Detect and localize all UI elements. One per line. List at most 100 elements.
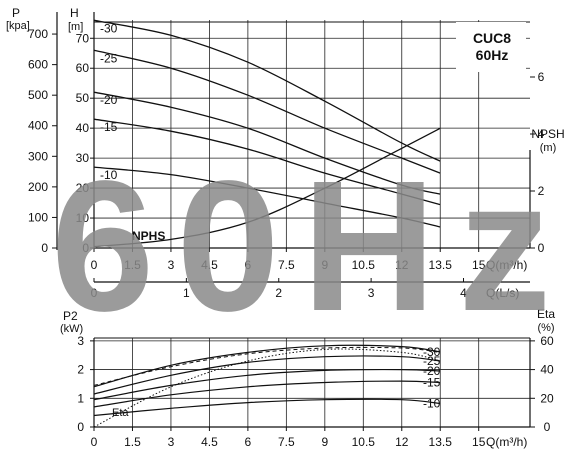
- eta-tick-label: 20: [540, 391, 554, 405]
- power-curve-10: [93, 398, 441, 417]
- power-axis-unit: (kW): [60, 323, 83, 335]
- pressure-tick-label: 300: [28, 149, 48, 163]
- q-tick-label: 10.5: [352, 258, 376, 272]
- pressure-tick-label: 500: [28, 88, 48, 102]
- model-title: CUC8: [473, 30, 511, 46]
- ls-tick-label: 0: [91, 286, 98, 300]
- power-q-tick-label: 1.5: [124, 435, 141, 449]
- npsh-tick-label: 0: [538, 241, 545, 255]
- npsh-tick-label: 2: [538, 184, 545, 198]
- pressure-tick-label: 700: [28, 27, 48, 41]
- head-curve-25: [93, 49, 441, 174]
- eta-axis-label: Eta: [537, 307, 555, 321]
- power-curve-label: -30: [423, 345, 441, 359]
- q-tick-label: 12: [395, 258, 409, 272]
- power-curve-label: -25: [423, 354, 441, 368]
- power-q-tick-label: 4.5: [201, 435, 218, 449]
- head-curve-label: -30: [100, 21, 118, 35]
- eta-tick-label: 60: [540, 334, 554, 348]
- power-curve-25: [93, 355, 441, 395]
- npsh-tick-label: 4: [538, 127, 545, 141]
- head-curve-10: [93, 166, 441, 228]
- npsh-curve-label: NPHS: [132, 229, 165, 243]
- head-curve-15: [93, 118, 441, 206]
- head-tick-label: 50: [76, 91, 90, 105]
- q-tick-label: 4.5: [201, 258, 218, 272]
- power-q-tick-label: 10.5: [352, 435, 376, 449]
- npsh-axis-label: NPSH: [531, 127, 564, 141]
- pressure-axis-label: P: [12, 6, 20, 20]
- eta-tick-label: 0: [544, 420, 551, 434]
- power-curve-30: [93, 344, 441, 388]
- npsh-curve: [93, 127, 441, 248]
- ls-tick-label: 2: [275, 286, 282, 300]
- power-tick-label: 2: [77, 363, 84, 377]
- eta-axis-unit: (%): [537, 322, 554, 334]
- ls-tick-label: 4: [460, 286, 467, 300]
- head-tick-label: 30: [76, 151, 90, 165]
- head-axis-unit: [m]: [68, 21, 83, 33]
- power-q-tick-label: 6: [245, 435, 252, 449]
- head-curve-20: [93, 91, 441, 195]
- pressure-tick-label: 0: [41, 241, 48, 255]
- pressure-axis-unit: [kpa]: [6, 20, 30, 32]
- head-tick-label: 70: [76, 31, 90, 45]
- q-tick-label: 3: [168, 258, 175, 272]
- ls-tick-label: 1: [183, 286, 190, 300]
- q-tick-label: 1.5: [124, 258, 141, 272]
- ls-axis-label: Q(L/s): [486, 286, 519, 300]
- power-axis-label: P2: [63, 309, 78, 323]
- power-q-axis-label: Q(m³/h): [486, 435, 527, 449]
- power-tick-label: 1: [77, 391, 84, 405]
- power-q-tick-label: 0: [91, 435, 98, 449]
- power-q-tick-label: 12: [395, 435, 409, 449]
- head-curve-30: [93, 19, 441, 162]
- power-curve-label: -10: [423, 396, 441, 410]
- power-curve-15: [93, 380, 441, 408]
- model-title-box: CUC8 60Hz: [456, 22, 526, 72]
- power-curve-label: -15: [423, 376, 441, 390]
- pressure-tick-label: 600: [28, 58, 48, 72]
- head-tick-label: 20: [76, 181, 90, 195]
- q-tick-label: 6: [245, 258, 252, 272]
- head-tick-label: 0: [82, 241, 89, 255]
- q-tick-label: 0: [91, 258, 98, 272]
- eta-curve: [93, 348, 441, 428]
- q-tick-label: 13.5: [429, 258, 453, 272]
- head-curve-label: -15: [100, 120, 118, 134]
- power-q-tick-label: 3: [168, 435, 175, 449]
- q-tick-label: 7.5: [278, 258, 295, 272]
- power-q-tick-label: 9: [321, 435, 328, 449]
- power-tick-label: 0: [77, 420, 84, 434]
- power-q-tick-label: 7.5: [278, 435, 295, 449]
- power-curve-label: -20: [423, 364, 441, 378]
- head-axis-label: H: [70, 6, 79, 20]
- pressure-tick-label: 200: [28, 180, 48, 194]
- head-curve-label: -10: [100, 168, 118, 182]
- pressure-tick-label: 400: [28, 119, 48, 133]
- q-tick-label: 9: [321, 258, 328, 272]
- power-q-tick-label: 15: [472, 435, 486, 449]
- power-q-tick-label: 13.5: [429, 435, 453, 449]
- head-tick-label: 10: [76, 211, 90, 225]
- model-frequency: 60Hz: [476, 47, 509, 63]
- head-curve-label: -20: [100, 93, 118, 107]
- power-tick-label: 3: [77, 334, 84, 348]
- q-axis-label: Q(m³/h): [486, 258, 527, 272]
- q-tick-label: 15: [472, 258, 486, 272]
- ls-tick-label: 3: [368, 286, 375, 300]
- npsh-axis-unit: (m): [540, 142, 557, 154]
- watermark-60hz: 60Hz: [51, 143, 573, 350]
- npsh-tick-label: 6: [538, 70, 545, 84]
- head-tick-label: 40: [76, 121, 90, 135]
- eta-tick-label: 40: [540, 363, 554, 377]
- eta-curve-label: Eta: [112, 407, 129, 419]
- head-tick-label: 60: [76, 61, 90, 75]
- power-curve-20: [93, 368, 441, 401]
- head-curve-label: -25: [100, 51, 118, 65]
- pressure-tick-label: 100: [28, 210, 48, 224]
- power-curve-dashed: [93, 346, 441, 386]
